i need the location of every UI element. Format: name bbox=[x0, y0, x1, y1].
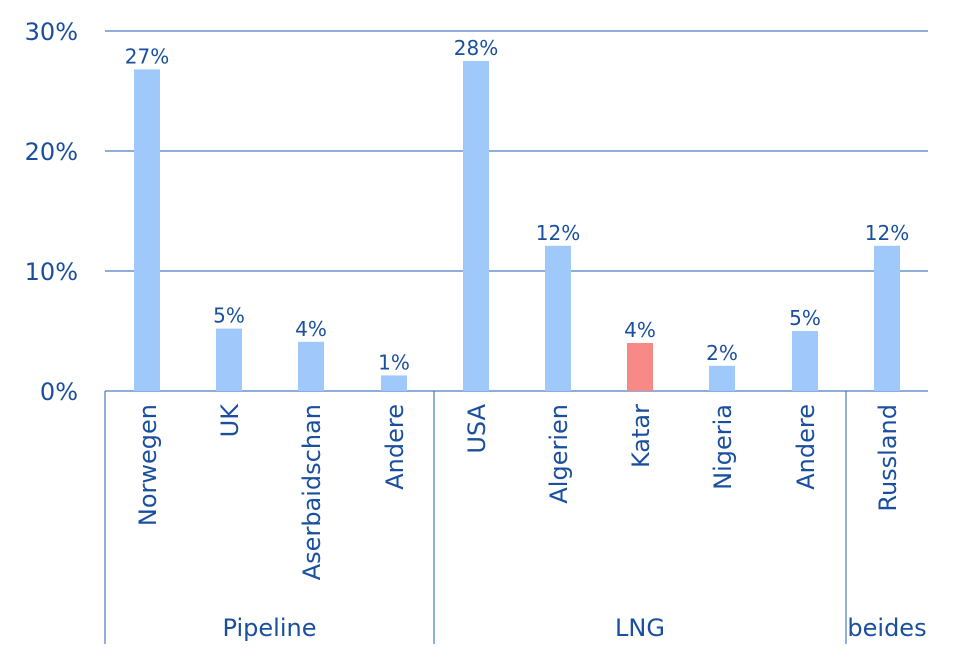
group-label-pipeline: Pipeline bbox=[223, 614, 317, 642]
data-label: 2% bbox=[706, 341, 738, 365]
category-labels: Norwegen UK Aserbaidschan Andere USA Algerien… bbox=[134, 403, 902, 580]
bar-norwegen bbox=[134, 69, 160, 392]
category-label: Nigeria bbox=[709, 404, 737, 490]
bar-andere bbox=[381, 375, 407, 391]
category-label: Aserbaidschan bbox=[298, 404, 326, 580]
group-label-lng: LNG bbox=[615, 614, 665, 642]
data-label: 12% bbox=[536, 221, 580, 245]
bar-usa bbox=[463, 61, 489, 391]
data-label: 28% bbox=[454, 36, 498, 60]
category-label: Algerien bbox=[545, 404, 573, 504]
y-tick-label: 0% bbox=[40, 378, 78, 406]
bar-andere bbox=[792, 331, 818, 391]
y-tick-label: 10% bbox=[25, 258, 78, 286]
bar-nigeria bbox=[709, 365, 735, 391]
bar-aserbaidschan bbox=[298, 341, 324, 391]
y-tick-label: 30% bbox=[25, 18, 78, 46]
y-axis-ticks: 0% 10% 20% 30% bbox=[25, 18, 78, 406]
data-labels: 27% 5% 4% 1% 28% 12% 4% 2% 5% 12% bbox=[125, 36, 909, 374]
group-label-beides: beides bbox=[847, 614, 926, 642]
category-label: Russland bbox=[874, 404, 902, 512]
data-label: 27% bbox=[125, 44, 169, 68]
data-label: 5% bbox=[213, 304, 245, 328]
data-label: 4% bbox=[624, 318, 656, 342]
bar-uk bbox=[216, 328, 242, 391]
category-label: USA bbox=[463, 403, 491, 453]
category-label: Katar bbox=[627, 404, 655, 468]
y-tick-label: 20% bbox=[25, 138, 78, 166]
data-label: 12% bbox=[865, 221, 909, 245]
bar-katar bbox=[627, 343, 653, 391]
gridlines bbox=[104, 30, 928, 644]
bar-algerien bbox=[545, 245, 571, 391]
category-label: Andere bbox=[381, 404, 409, 490]
category-label: Andere bbox=[792, 404, 820, 490]
bars bbox=[134, 61, 900, 392]
data-label: 5% bbox=[789, 306, 821, 330]
category-label: Norwegen bbox=[134, 404, 162, 526]
data-label: 1% bbox=[378, 350, 410, 374]
data-label: 4% bbox=[295, 317, 327, 341]
group-labels: Pipeline LNG beides bbox=[223, 614, 927, 642]
bar-russland bbox=[874, 245, 900, 391]
category-label: UK bbox=[216, 403, 244, 438]
